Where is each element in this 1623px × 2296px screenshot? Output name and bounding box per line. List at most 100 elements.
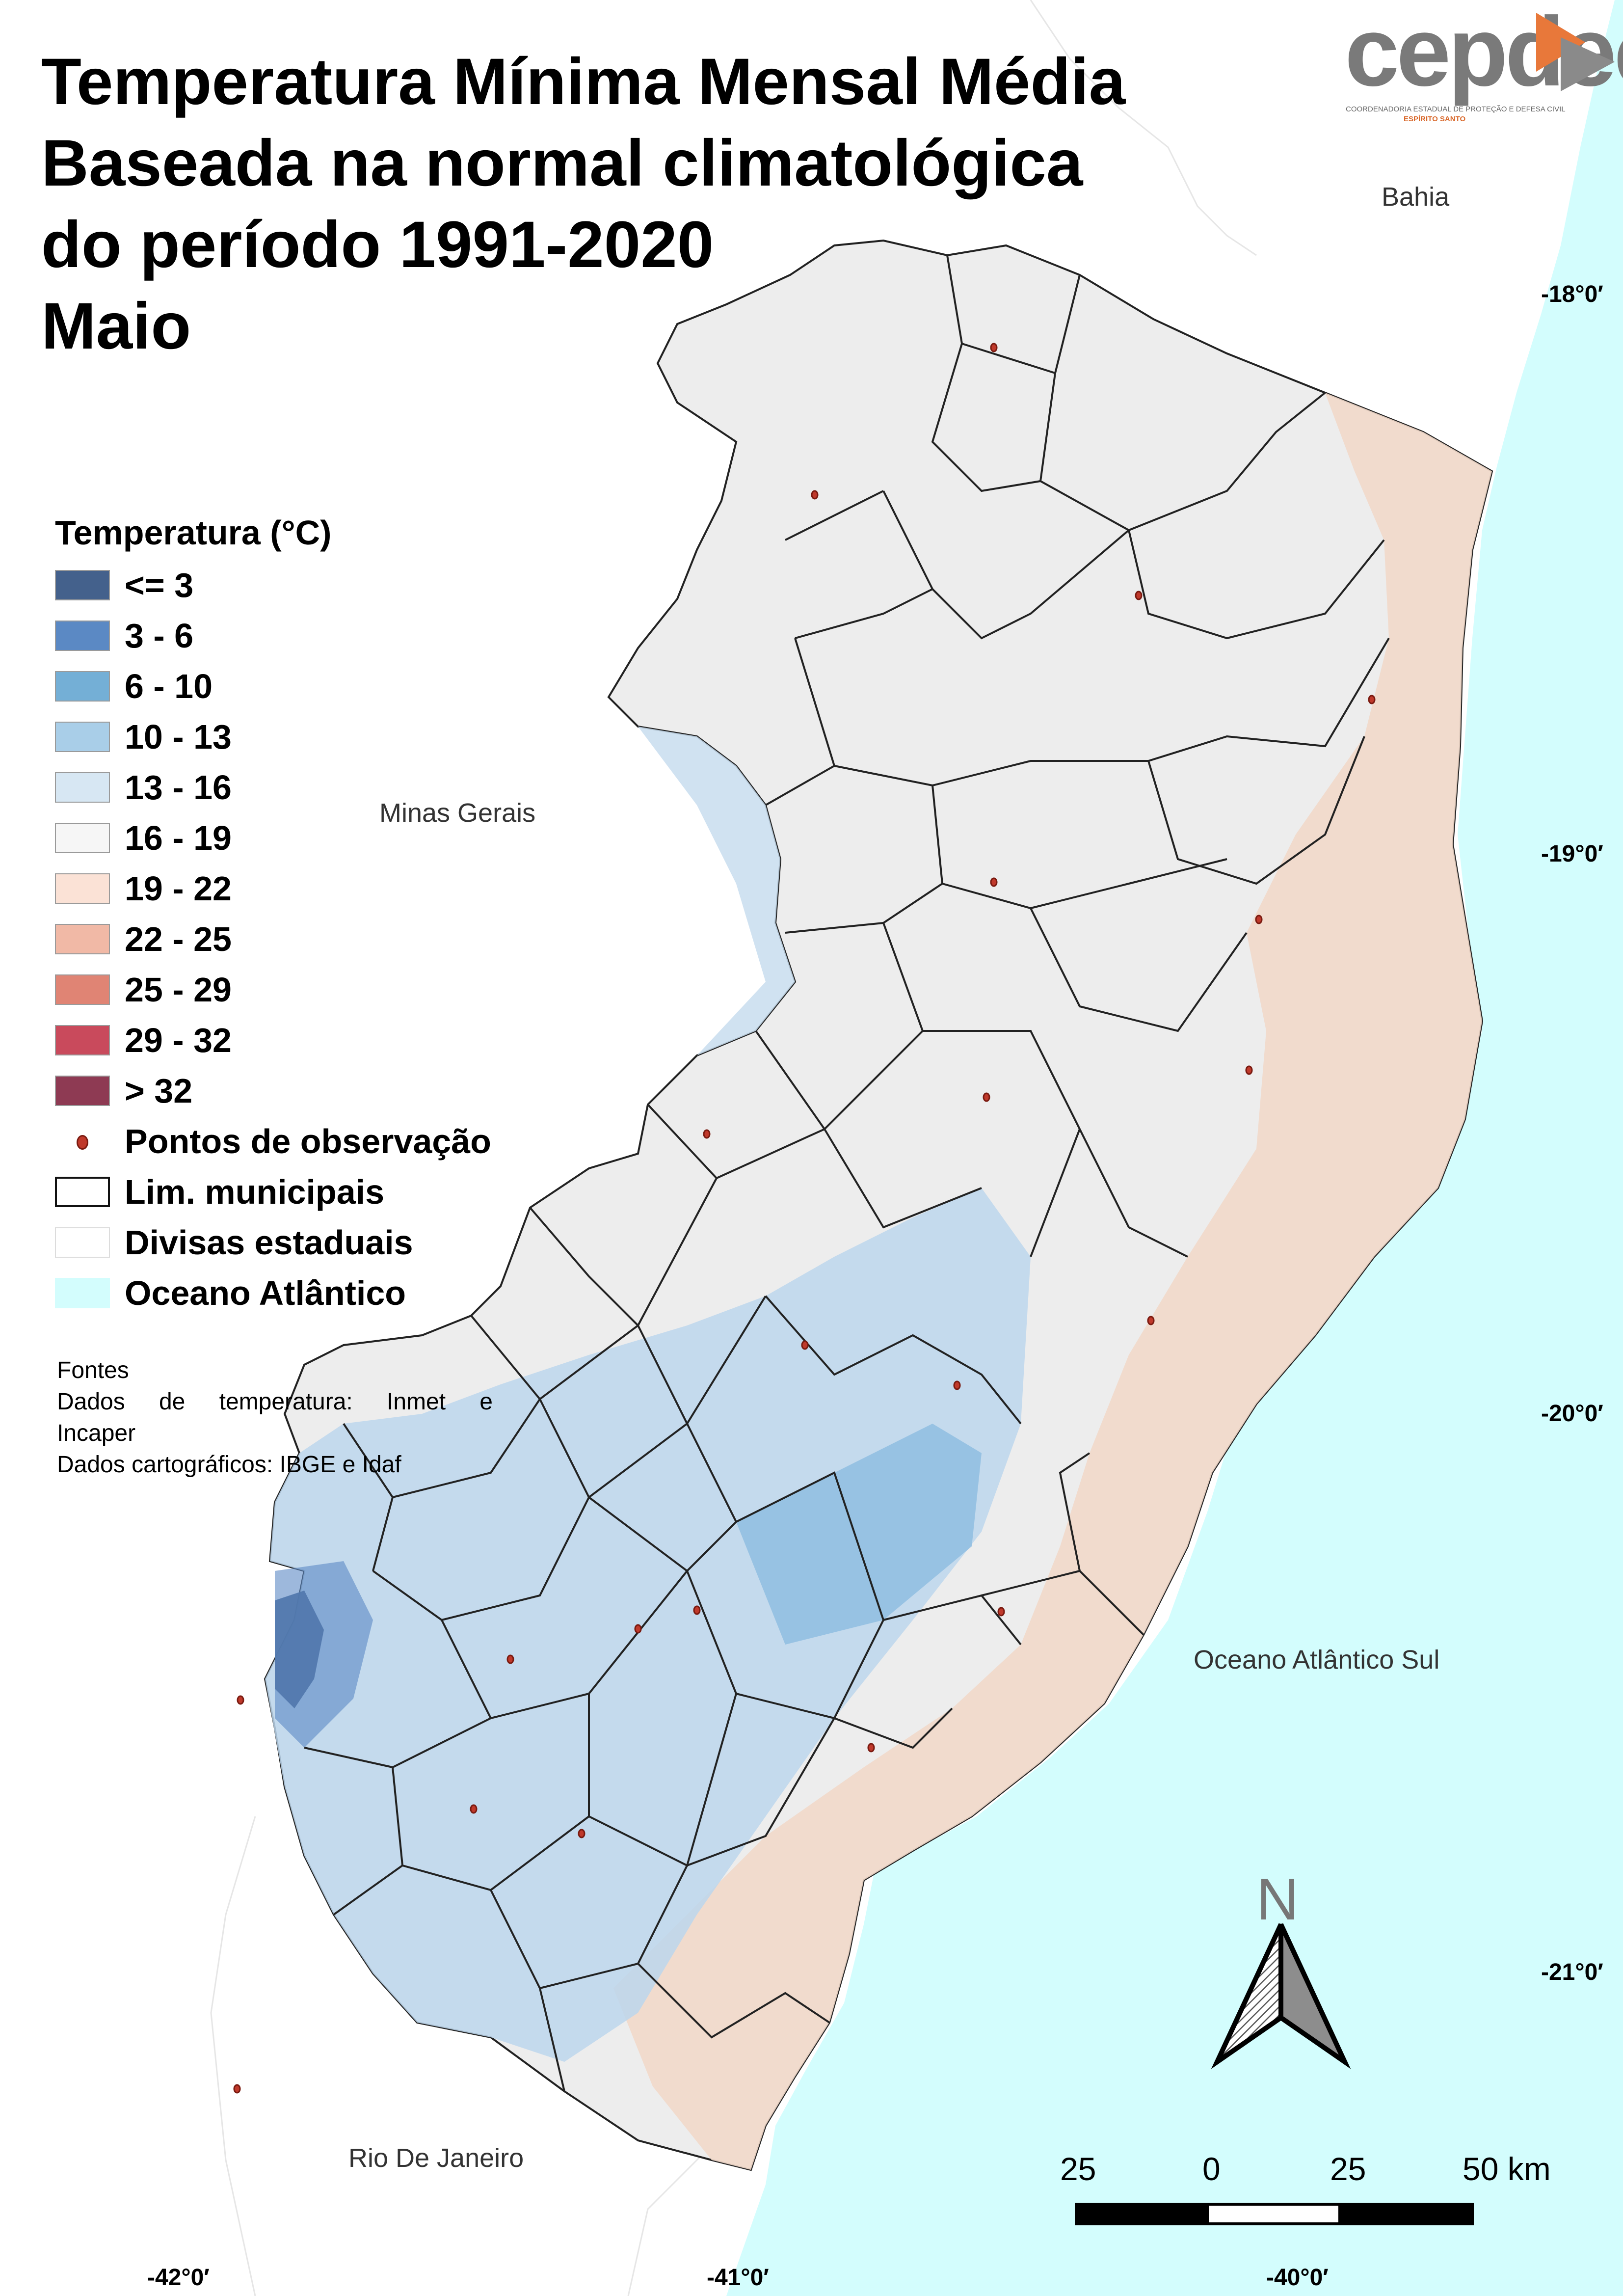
legend-label-class: 10 - 13 [125, 717, 232, 756]
north-letter: N [1256, 1866, 1299, 1932]
map-title: Temperatura Mínima Mensal Média Baseada … [41, 41, 1125, 367]
legend-item-class: 3 - 6 [55, 610, 491, 661]
cepdec-logo: cepdec COORDENADORIA ESTADUAL DE PROTEÇÃ… [1340, 3, 1623, 126]
legend-label-state: Divisas estaduais [125, 1223, 413, 1262]
north-arrow: N [1207, 1865, 1355, 2121]
map-legend: Temperatura (°C) <= 3 3 - 6 6 - 10 10 - 13 1… [55, 511, 491, 1318]
legend-label-class: 19 - 22 [125, 869, 232, 908]
state-border-bahia [1030, 0, 1257, 256]
ocean-swatch [55, 1277, 110, 1308]
observation-point [506, 1654, 514, 1664]
scale-label-25-left: 25 [1060, 2151, 1096, 2187]
legend-item-class: 16 - 19 [55, 812, 491, 863]
sources-word: temperatura: [219, 1389, 353, 1415]
warm-coastal-zone [613, 393, 1492, 2170]
observation-point [983, 1092, 990, 1102]
legend-swatch [55, 569, 110, 600]
municipal-boundaries [304, 255, 1390, 2092]
title-line-1: Temperatura Mínima Mensal Média [41, 45, 1126, 118]
legend-label-class: 6 - 10 [125, 667, 213, 705]
observation-point [990, 343, 998, 352]
observation-point [237, 1695, 244, 1705]
state-boundary-swatch [55, 1227, 110, 1258]
legend-swatch [55, 873, 110, 904]
legend-swatch [55, 671, 110, 702]
observation-point [703, 1129, 711, 1139]
legend-item-class: 22 - 25 [55, 914, 491, 964]
scale-bar: 25 0 25 50 km [1055, 2150, 1595, 2248]
legend-swatch [55, 822, 110, 853]
observation-point [470, 1804, 478, 1814]
scale-label-25: 25 [1330, 2151, 1366, 2187]
sources-word: Dados [57, 1389, 125, 1415]
sources-heading: Fontes [57, 1357, 129, 1383]
legend-label-class: 29 - 32 [125, 1021, 232, 1059]
label-rio-de-janeiro: Rio De Janeiro [348, 2143, 524, 2173]
title-line-2: Baseada na normal climatológica [41, 127, 1083, 200]
legend-label-ocean: Oceano Atlântico [125, 1273, 406, 1312]
legend-label-class: > 32 [125, 1071, 193, 1110]
sources-word: Inmet [386, 1389, 446, 1415]
scale-label-50-km: 50 km [1463, 2151, 1551, 2187]
atlantic-ocean [726, 0, 1623, 2296]
observation-point [801, 1340, 809, 1350]
observation-point [1135, 591, 1143, 600]
legend-swatch [55, 1075, 110, 1106]
lon-label-42: -42°0′ [147, 2265, 210, 2291]
observation-point [693, 1605, 701, 1615]
legend-swatch [55, 721, 110, 752]
legend-label-class: 3 - 6 [125, 616, 194, 655]
observation-point [578, 1829, 585, 1838]
legend-label-class: 16 - 19 [125, 818, 232, 857]
sources-line-2: Incaper [57, 1420, 136, 1446]
legend-item-ocean: Oceano Atlântico [55, 1268, 491, 1318]
observation-point [233, 2084, 241, 2094]
legend-item-municipal: Lim. municipais [55, 1166, 491, 1217]
cool-zone-south [265, 1188, 1031, 2062]
lat-label-21: -21°0′ [1541, 1959, 1603, 1985]
logo-subtitle: COORDENADORIA ESTADUAL DE PROTEÇÃO E DEF… [1346, 105, 1566, 113]
observation-point [1255, 915, 1263, 924]
observation-point-icon [55, 1126, 110, 1157]
observation-point [997, 1607, 1005, 1617]
cool-zone-west [638, 727, 795, 1055]
observation-point [867, 1743, 875, 1753]
legend-label-points: Pontos de observação [125, 1122, 491, 1161]
lon-label-40: -40°0′ [1266, 2265, 1329, 2291]
lat-label-19: -19°0′ [1541, 841, 1603, 867]
cool-zone-caparao [275, 1561, 373, 1748]
observation-point [953, 1380, 961, 1390]
sources-line-1: Dados de temperatura: Inmet e [57, 1386, 493, 1418]
sources-word: de [159, 1389, 186, 1415]
legend-swatch [55, 974, 110, 1005]
municipal-boundary-swatch [55, 1176, 110, 1207]
scale-bar-graphic [1075, 2203, 1474, 2225]
label-minas-gerais: Minas Gerais [379, 798, 536, 828]
legend-swatch [55, 620, 110, 651]
sources-word: e [479, 1389, 493, 1415]
observation-point [1245, 1065, 1253, 1075]
cool-zone-mountain [736, 1424, 982, 1645]
legend-swatch [55, 923, 110, 954]
title-line-3: do período 1991-2020 [41, 208, 714, 281]
label-oceano-atlantico-sul: Oceano Atlântico Sul [1194, 1645, 1440, 1675]
legend-title: Temperatura (°C) [55, 513, 332, 552]
legend-label-class: 13 - 16 [125, 768, 232, 807]
legend-classes: <= 3 3 - 6 6 - 10 10 - 13 13 - 16 16 - 19 19 -… [55, 560, 491, 1116]
sources-block: Fontes Dados de temperatura: Inmet e Incaper… [57, 1355, 493, 1481]
legend-item-points: Pontos de observação [55, 1116, 491, 1166]
legend-item-class: > 32 [55, 1065, 491, 1116]
legend-item-state: Divisas estaduais [55, 1217, 491, 1268]
observation-point [1147, 1316, 1155, 1325]
legend-item-class: 6 - 10 [55, 661, 491, 711]
legend-item-class: <= 3 [55, 560, 491, 610]
legend-swatch [55, 772, 110, 803]
logo-subtitle-state: ESPÍRITO SANTO [1404, 115, 1466, 123]
legend-label-class: 25 - 29 [125, 970, 232, 1009]
observation-point [1368, 695, 1376, 704]
lat-label-20: -20°0′ [1541, 1401, 1603, 1427]
observation-point [811, 490, 819, 500]
north-arrow-icon [1211, 1923, 1351, 2069]
